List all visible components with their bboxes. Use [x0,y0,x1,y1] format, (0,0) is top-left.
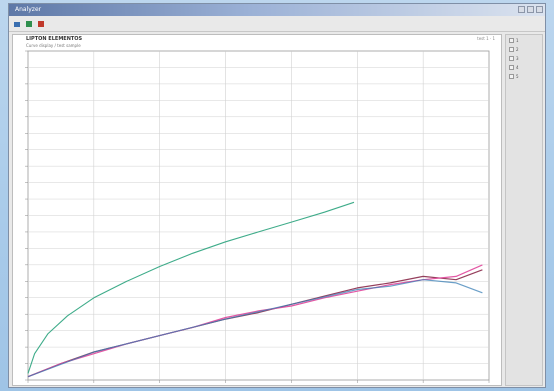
checkbox-icon[interactable] [509,38,514,43]
series-toggle-label: 4 [516,65,519,70]
chart-subtitle: Curve display / test sample [26,43,81,48]
delete-button[interactable] [37,19,46,29]
checkbox-icon[interactable] [509,56,514,61]
series-toggle-label: 5 [516,74,519,79]
series-line-4 [27,279,483,378]
title-bar: Analyzer [9,4,545,16]
series-sidebar: 1 2 3 4 5 [505,34,543,386]
checkbox-icon[interactable] [509,74,514,79]
series-toggle-label: 3 [516,56,519,61]
app-window: Analyzer LIPTON ELEMENTOS Curve display … [8,3,546,388]
checkbox-icon[interactable] [509,65,514,70]
checkbox-icon[interactable] [509,47,514,52]
open-folder-icon [14,21,20,27]
close-button[interactable] [536,6,543,13]
series-toggle-1[interactable]: 1 [509,37,542,44]
chart-title: LIPTON ELEMENTOS [26,36,83,42]
maximize-button[interactable] [527,6,534,13]
series-toggle-2[interactable]: 2 [509,46,542,53]
chart-panel: LIPTON ELEMENTOS Curve display / test sa… [12,34,502,386]
open-button[interactable] [13,19,22,29]
delete-icon [38,20,44,27]
chart-info: test 1 · 1 [477,36,495,41]
series-toggle-3[interactable]: 3 [509,55,542,62]
toolbar [9,16,545,32]
series-line-1 [27,201,355,374]
line-chart [25,50,490,383]
chart-icon [26,20,32,27]
series-toggle-label: 2 [516,47,519,52]
series-toggle-label: 1 [516,38,519,43]
chart-button[interactable] [25,19,34,29]
window-title: Analyzer [15,6,42,13]
series-toggle-4[interactable]: 4 [509,64,542,71]
series-toggle-5[interactable]: 5 [509,73,542,80]
minimize-button[interactable] [518,6,525,13]
